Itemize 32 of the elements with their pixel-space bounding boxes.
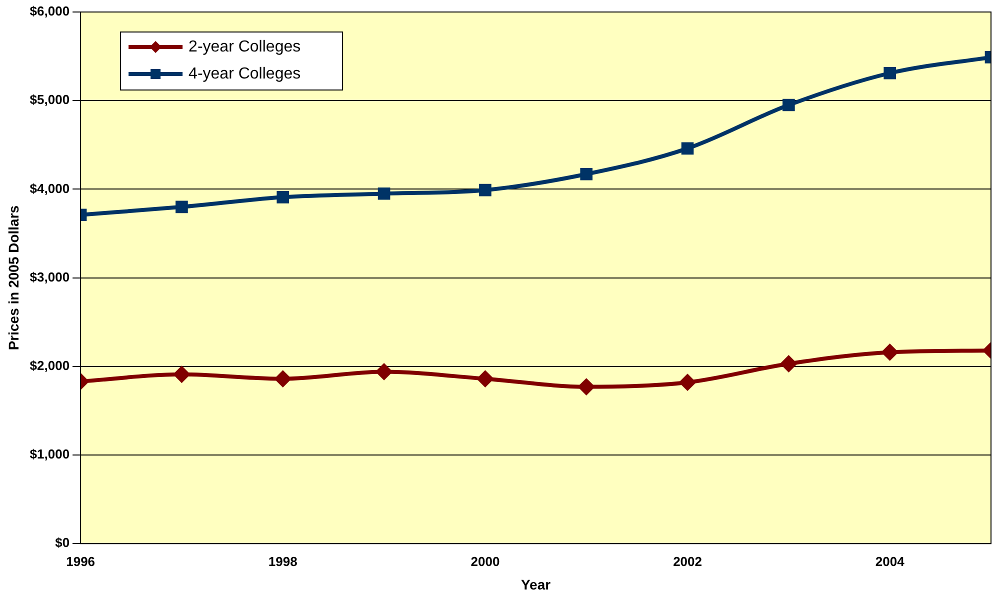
y-tick-label: $1,000 bbox=[30, 446, 70, 462]
y-axis-title: Prices in 2005 Dollars bbox=[5, 205, 22, 350]
point bbox=[580, 168, 593, 180]
y-tick-label: $3,000 bbox=[30, 269, 70, 284]
point bbox=[479, 184, 492, 196]
point bbox=[884, 66, 896, 80]
y-tick-label: $0 bbox=[55, 535, 70, 550]
point bbox=[681, 142, 694, 155]
legend-label: 4-year Colleges bbox=[188, 65, 301, 82]
x-tick-label: 2002 bbox=[673, 554, 702, 569]
x-tick-label: 2004 bbox=[875, 554, 906, 569]
point bbox=[476, 370, 494, 388]
y-tick-label: $5,000 bbox=[30, 92, 70, 108]
x-axis-title: Year bbox=[520, 576, 552, 592]
x-tick-label: 1998 bbox=[268, 554, 298, 569]
point bbox=[780, 355, 798, 372]
point bbox=[881, 344, 898, 361]
point bbox=[274, 370, 292, 388]
point bbox=[578, 378, 595, 396]
legend-label: 2-year Colleges bbox=[188, 38, 301, 56]
point bbox=[176, 200, 188, 214]
x-tick-label: 1996 bbox=[66, 554, 96, 569]
point bbox=[782, 98, 795, 112]
point bbox=[378, 187, 390, 200]
y-tick-label: $2,000 bbox=[30, 358, 70, 373]
point bbox=[376, 363, 393, 380]
y-tick-label: $6,000 bbox=[30, 4, 70, 19]
x-tick-label: 2000 bbox=[470, 554, 500, 569]
point bbox=[276, 191, 290, 204]
point bbox=[173, 366, 190, 383]
point bbox=[679, 374, 696, 391]
y-tick-label: $4,000 bbox=[30, 180, 70, 196]
